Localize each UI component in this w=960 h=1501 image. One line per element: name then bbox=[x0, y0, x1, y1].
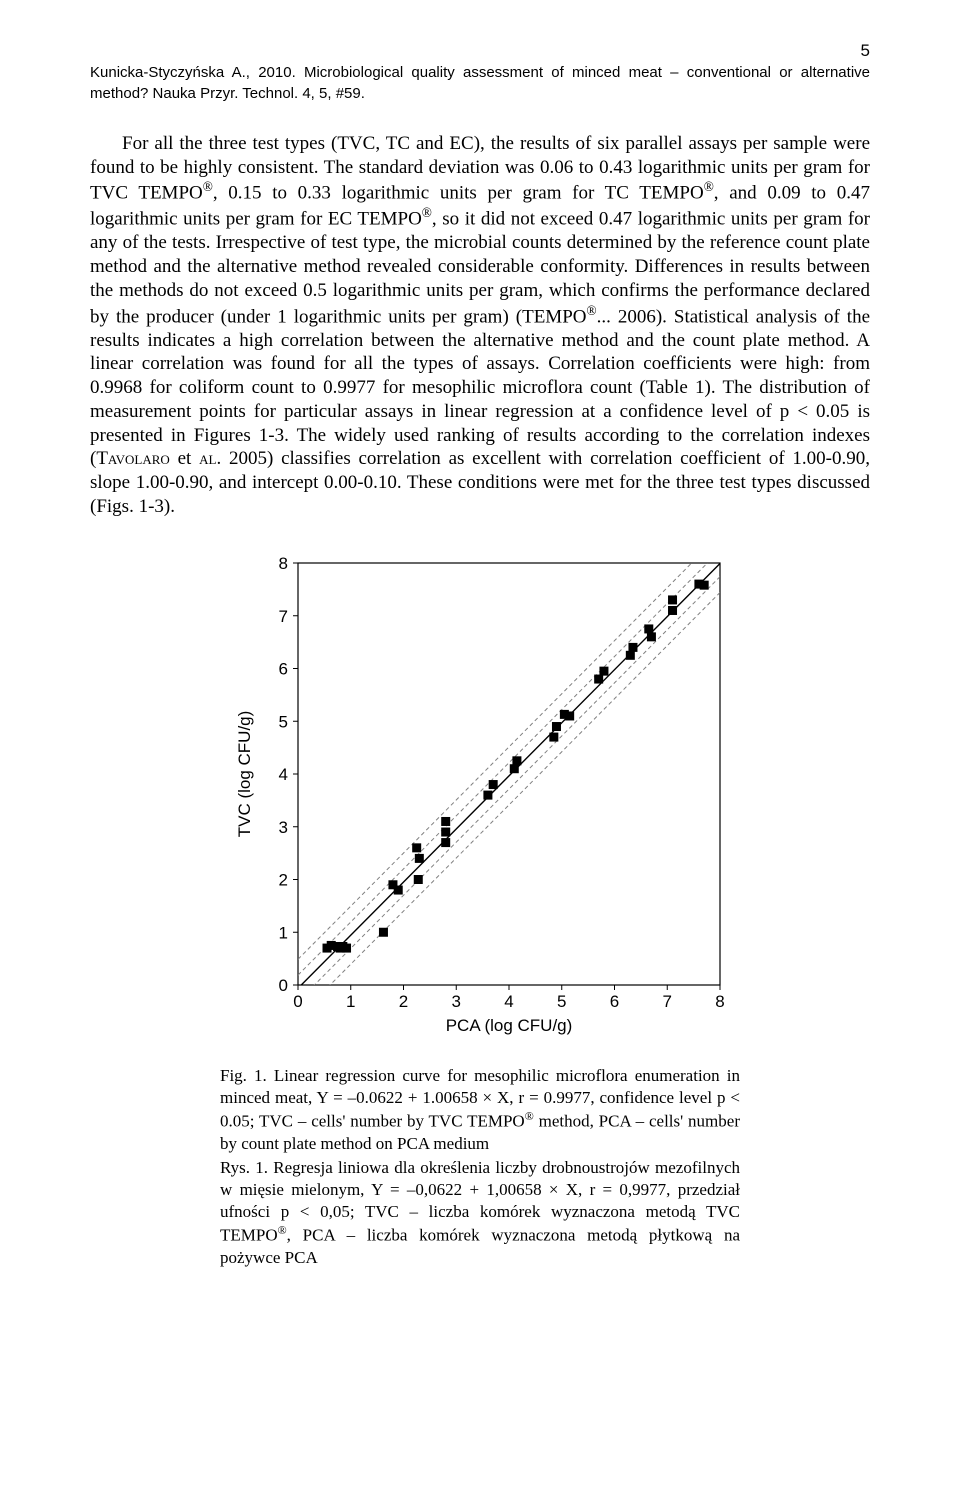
svg-text:7: 7 bbox=[279, 606, 288, 625]
regression-plot: 0 1 2 3 4 5 6 7 8 0 1 2 3 4 5 6 7 8 PCA (log CFU/g) TVC (lo… bbox=[220, 545, 740, 1055]
caption-en: Fig. 1. Linear regression curve for meso… bbox=[220, 1065, 740, 1155]
svg-text:5: 5 bbox=[279, 712, 288, 731]
svg-text:8: 8 bbox=[279, 554, 288, 573]
svg-text:8: 8 bbox=[715, 992, 724, 1011]
svg-text:1: 1 bbox=[346, 992, 355, 1011]
running-header: Kunicka-Styczyńska A., 2010. Microbiolog… bbox=[90, 63, 870, 104]
svg-text:2: 2 bbox=[399, 992, 408, 1011]
svg-text:5: 5 bbox=[557, 992, 566, 1011]
figure-caption: Fig. 1. Linear regression curve for meso… bbox=[220, 1065, 740, 1269]
svg-text:3: 3 bbox=[279, 817, 288, 836]
svg-text:PCA (log CFU/g): PCA (log CFU/g) bbox=[446, 1016, 573, 1035]
svg-text:4: 4 bbox=[504, 992, 513, 1011]
svg-text:0: 0 bbox=[279, 976, 288, 995]
page-number: 5 bbox=[90, 40, 870, 61]
svg-text:0: 0 bbox=[293, 992, 302, 1011]
svg-text:3: 3 bbox=[452, 992, 461, 1011]
svg-text:7: 7 bbox=[663, 992, 672, 1011]
svg-text:1: 1 bbox=[279, 923, 288, 942]
svg-text:2: 2 bbox=[279, 870, 288, 889]
caption-pl: Rys. 1. Regresja liniowa dla określenia … bbox=[220, 1157, 740, 1269]
body-paragraph: For all the three test types (TVC, TC an… bbox=[90, 132, 870, 519]
svg-text:4: 4 bbox=[279, 765, 288, 784]
figure-1: 0 1 2 3 4 5 6 7 8 0 1 2 3 4 5 6 7 8 PCA (log CFU/g) TVC (lo… bbox=[220, 545, 740, 1055]
svg-text:6: 6 bbox=[610, 992, 619, 1011]
svg-text:TVC (log CFU/g): TVC (log CFU/g) bbox=[235, 710, 254, 837]
svg-text:6: 6 bbox=[279, 659, 288, 678]
